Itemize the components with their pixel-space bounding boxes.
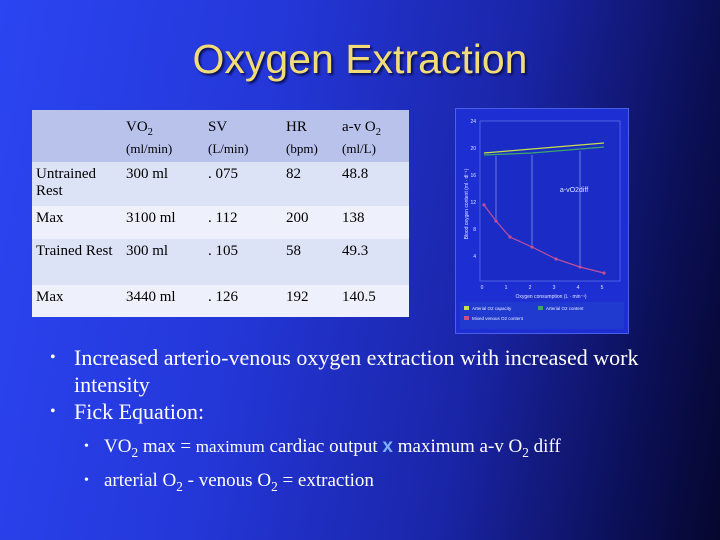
cell-vo2: 3100 ml <box>122 206 204 239</box>
bullet-dot: • <box>84 439 89 454</box>
x-tick-label: 1 <box>505 285 508 291</box>
venous-points <box>482 203 606 275</box>
cell-vo2: 3440 ml <box>122 285 204 317</box>
table-unit-row: (ml/min) (L/min) (bpm) (ml/L) <box>32 140 409 162</box>
sub-bullet-item: • VO2 max = maximum cardiac output x max… <box>84 433 690 467</box>
avo2-diff-label: a-vO2diff <box>560 187 588 194</box>
bullet-text: Fick Equation: <box>74 399 205 424</box>
cell-avo2: 140.5 <box>338 285 409 317</box>
slide-title: Oxygen Extraction <box>192 36 528 82</box>
row-label: Untrained Rest <box>32 162 122 206</box>
unit-vo2: (ml/min) <box>122 140 204 162</box>
table-row: Max 3440 ml . 126 192 140.5 <box>32 285 409 317</box>
plot-area <box>479 120 621 282</box>
cell-hr: 82 <box>282 162 338 206</box>
bullet-item: • Increased arterio-venous oxygen extrac… <box>50 344 690 398</box>
y-tick-label: 4 <box>473 254 476 260</box>
cell-hr: 192 <box>282 285 338 317</box>
cell-sv: . 075 <box>204 162 282 206</box>
header-vo2: VO2 <box>122 110 204 140</box>
header-sv: SV <box>204 110 282 140</box>
unit-corner <box>32 140 122 162</box>
table-header-row: VO2 SV HR a-v O2 <box>32 110 409 140</box>
unit-avo2: (ml/L) <box>338 140 409 162</box>
bullet-dot: • <box>50 403 56 420</box>
bullet-item: • Fick Equation: <box>50 398 690 425</box>
cell-vo2: 300 ml <box>122 162 204 206</box>
header-hr: HR <box>282 110 338 140</box>
legend-swatch <box>464 306 469 310</box>
cell-sv: . 105 <box>204 239 282 285</box>
y-tick-label: 8 <box>473 227 476 233</box>
oxygen-content-figure: 24 20 16 12 8 4 0 1 2 3 4 5 Oxygen consu… <box>455 108 629 334</box>
cell-vo2: 300 ml <box>122 239 204 285</box>
y-tick-label: 20 <box>470 146 476 152</box>
table-row: Trained Rest 300 ml . 105 58 49.3 <box>32 239 409 285</box>
cell-avo2: 49.3 <box>338 239 409 285</box>
x-axis-label: Oxygen consumption (L · min⁻¹) <box>515 294 586 300</box>
table-row: Untrained Rest 300 ml . 075 82 48.8 <box>32 162 409 206</box>
bullet-text: Increased arterio-venous oxygen extracti… <box>74 345 639 397</box>
y-tick-label: 12 <box>470 200 476 206</box>
bullet-list: • Increased arterio-venous oxygen extrac… <box>50 344 690 501</box>
row-label: Max <box>32 285 122 317</box>
x-tick-label: 2 <box>529 285 532 291</box>
unit-hr: (bpm) <box>282 140 338 162</box>
legend-item: Arterial O2 content <box>546 306 584 311</box>
y-axis-label: Blood oxygen content (ml · dl⁻¹) <box>464 168 470 239</box>
x-tick-label: 3 <box>553 285 556 291</box>
legend-swatch <box>464 316 469 320</box>
x-tick-label: 4 <box>577 285 580 291</box>
unit-sv: (L/min) <box>204 140 282 162</box>
figure-svg: 24 20 16 12 8 4 0 1 2 3 4 5 Oxygen consu… <box>460 119 624 329</box>
y-tick-label: 24 <box>470 119 476 125</box>
header-corner <box>32 110 122 140</box>
cell-hr: 58 <box>282 239 338 285</box>
row-label: Max <box>32 206 122 239</box>
row-label: Trained Rest <box>32 239 122 285</box>
x-tick-label: 0 <box>481 285 484 291</box>
sub-bullet-item: • arterial O2 - venous O2 = extraction <box>84 467 690 501</box>
bullet-dot: • <box>50 349 56 366</box>
capacity-line <box>483 142 605 154</box>
cell-avo2: 48.8 <box>338 162 409 206</box>
legend-swatch <box>538 306 543 310</box>
sub-bullet-list: • VO2 max = maximum cardiac output x max… <box>50 433 690 501</box>
header-avo2: a-v O2 <box>338 110 409 140</box>
x-tick-label: 5 <box>601 285 604 291</box>
legend-item: Arterial O2 capacity <box>472 306 512 311</box>
cell-sv: . 112 <box>204 206 282 239</box>
bullet-dot: • <box>84 472 89 488</box>
oxygen-data-table: VO2 SV HR a-v O2 (ml/min) (L/min) (bpm) … <box>32 110 409 317</box>
cell-sv: . 126 <box>204 285 282 317</box>
diff-arrows <box>495 151 581 265</box>
y-tick-label: 16 <box>470 173 476 179</box>
cell-avo2: 138 <box>338 206 409 239</box>
arterial-line <box>483 146 605 156</box>
legend-item: Mixed venous O2 content <box>472 316 524 321</box>
table-row: Max 3100 ml . 112 200 138 <box>32 206 409 239</box>
cell-hr: 200 <box>282 206 338 239</box>
